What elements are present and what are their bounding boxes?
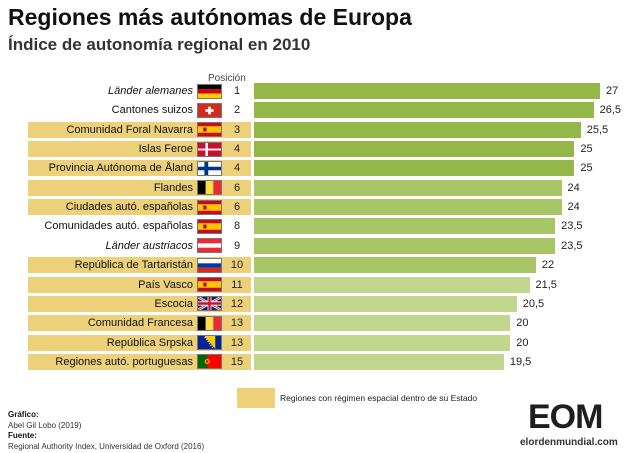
spain-flag-icon — [197, 277, 222, 292]
value-label: 24 — [567, 201, 580, 214]
special-regime-highlight — [28, 160, 251, 177]
special-regime-highlight — [28, 141, 251, 158]
region-label: Comunidades autó. españolas — [44, 220, 193, 233]
russia-flag-icon — [197, 257, 222, 273]
rank-position: 4 — [233, 143, 241, 156]
value-label: 25 — [580, 143, 593, 156]
value-label: 19,5 — [509, 355, 532, 368]
rank-position: 10 — [230, 259, 244, 272]
region-label: Comunidad Foral Navarra — [66, 123, 193, 136]
belgium-flag-icon — [197, 180, 222, 196]
value-label: 27 — [606, 85, 619, 97]
rank-position: 6 — [233, 201, 241, 214]
bar — [254, 121, 581, 138]
value-label: 26,5 — [599, 104, 621, 117]
bar — [254, 334, 511, 351]
bar — [254, 179, 562, 196]
bar — [254, 257, 536, 274]
rank-position: 9 — [233, 239, 241, 252]
rank-position: 3 — [233, 123, 241, 136]
value-label: 25 — [580, 162, 593, 175]
region-label: Länder austriacos — [105, 239, 193, 252]
bar — [254, 102, 594, 119]
germany-flag-icon — [197, 83, 222, 99]
rank-position: 2 — [233, 104, 241, 117]
region-label: Escocia — [154, 297, 193, 310]
special-regime-highlight — [28, 257, 251, 274]
rank-position: 12 — [230, 297, 244, 310]
region-label: Islas Feroe — [138, 143, 193, 156]
rank-position: 6 — [233, 181, 241, 194]
special-regime-highlight — [28, 315, 251, 332]
spain-flag-icon — [197, 199, 222, 215]
credits-grafico-label: Gráfico: — [8, 410, 39, 419]
spain-flag-icon — [197, 122, 222, 138]
position-header: Posición — [208, 73, 246, 84]
region-label: Cantones suizos — [111, 104, 193, 117]
region-label: País Vasco — [138, 278, 193, 291]
bosnia-flag-icon — [197, 335, 222, 351]
value-label: 24 — [567, 181, 580, 194]
special-regime-highlight — [28, 334, 251, 351]
value-label: 25,5 — [586, 123, 609, 136]
bar — [254, 83, 600, 99]
region-label: Provincia Autónoma de Åland — [48, 162, 193, 175]
bar — [254, 315, 511, 332]
chart-subtitle: Índice de autonomía regional en 2010 — [8, 35, 311, 54]
special-regime-highlight — [28, 199, 251, 216]
region-label: Regiones autó. portuguesas — [55, 355, 193, 368]
credits-fuente-value: Regional Authority Index, Universidad de… — [8, 441, 205, 451]
special-regime-highlight — [28, 295, 251, 312]
rank-position: 8 — [233, 220, 241, 233]
special-regime-highlight — [28, 276, 251, 293]
rank-position: 1 — [233, 85, 241, 97]
chart-title: Regiones más autónomas de Europa — [8, 4, 412, 30]
credits-fuente-label: Fuente: — [8, 431, 37, 440]
rank-position: 11 — [231, 278, 243, 291]
special-regime-highlight — [28, 179, 251, 196]
region-label: Flandes — [153, 181, 193, 194]
eom-logo: EOM elordenmundial.com — [520, 398, 634, 450]
bar — [254, 218, 556, 235]
bar — [254, 237, 556, 254]
rank-position: 15 — [230, 355, 244, 368]
rank-position: 13 — [230, 336, 244, 349]
region-label: Ciudades autó. españolas — [65, 201, 193, 214]
value-label: 23,5 — [561, 239, 583, 252]
spain-flag-icon — [197, 218, 222, 234]
region-label: Comunidad Francesa — [87, 317, 193, 330]
value-label: 20 — [516, 336, 529, 349]
denmark-flag-icon — [197, 141, 222, 157]
legend-label: Regiones con régimen espacial dentro de … — [280, 393, 478, 403]
portugal-flag-icon — [197, 354, 222, 370]
region-label: República Srpska — [106, 336, 193, 349]
bar — [254, 353, 504, 370]
bar — [254, 199, 562, 216]
credits: Gráfico: Abel Gil Lobo (2019) Fuente: Re… — [8, 410, 204, 452]
region-label: República de Tartaristán — [74, 259, 193, 272]
bar — [254, 276, 530, 293]
austria-flag-icon — [197, 238, 222, 254]
value-label: 21,5 — [535, 278, 557, 291]
united-kingdom-flag-icon — [197, 296, 222, 312]
value-label: 22 — [541, 259, 555, 272]
logo-mark: EOM — [528, 398, 603, 436]
value-label: 20,5 — [522, 297, 545, 310]
value-label: 20 — [516, 317, 529, 330]
value-label: 23,5 — [561, 220, 583, 233]
bar — [254, 160, 575, 177]
region-label: Länder alemanes — [107, 85, 193, 97]
credits-grafico-value: Abel Gil Lobo (2019) — [8, 420, 82, 430]
rank-position: 4 — [233, 162, 241, 175]
bar — [254, 141, 575, 158]
logo-url: elordenmundial.com — [520, 437, 618, 448]
rank-position: 13 — [230, 317, 244, 330]
legend-swatch — [237, 388, 275, 408]
finland-flag-icon — [197, 160, 222, 176]
special-regime-highlight — [28, 353, 251, 370]
bar — [254, 295, 517, 312]
special-regime-highlight — [28, 121, 251, 138]
belgium-flag-icon — [197, 315, 222, 331]
switzerland-flag-icon — [197, 102, 222, 118]
